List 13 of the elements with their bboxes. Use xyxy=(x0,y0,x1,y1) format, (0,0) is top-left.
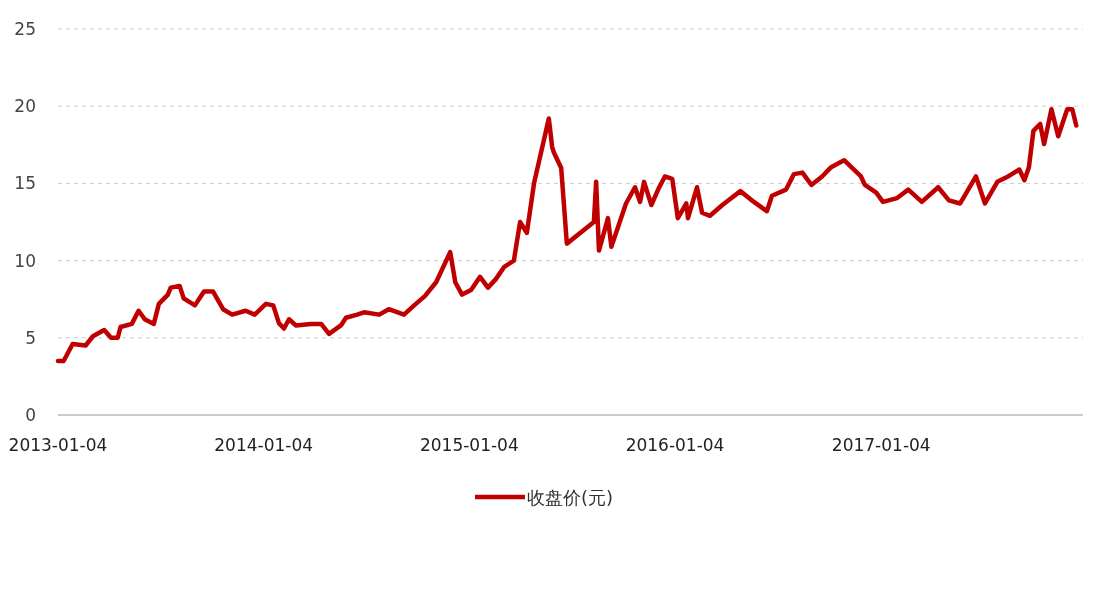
y-tick-label: 10 xyxy=(14,250,36,271)
y-tick-label: 15 xyxy=(14,173,36,194)
y-tick-label: 5 xyxy=(25,327,36,348)
y-tick-label: 25 xyxy=(14,19,36,39)
x-tick-label: 2017-01-04 xyxy=(831,435,931,455)
x-tick-label: 2015-01-04 xyxy=(419,435,519,455)
y-tick-label: 20 xyxy=(14,96,36,117)
line-series xyxy=(55,107,1079,364)
x-tick-label: 2014-01-04 xyxy=(214,435,314,455)
legend-label: 收盘价(元) xyxy=(527,487,614,508)
x-tick-label: 2013-01-04 xyxy=(8,435,108,455)
x-tick-label: 2016-01-04 xyxy=(625,435,725,455)
y-tick-label: 0 xyxy=(25,405,36,425)
